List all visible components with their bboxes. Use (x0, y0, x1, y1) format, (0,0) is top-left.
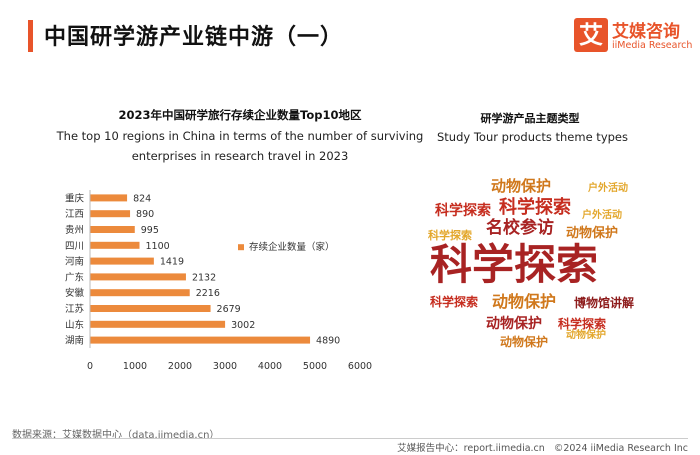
word-cloud-term: 名校参访 (486, 218, 554, 238)
copyright: ©2024 iiMedia Research Inc (553, 443, 688, 454)
logo-name-en: iiMedia Research (612, 40, 693, 51)
category-label: 河南 (65, 256, 84, 268)
footer-divider (12, 438, 688, 439)
category-label: 四川 (65, 241, 84, 252)
word-cloud-term: 科学探索 (558, 317, 607, 331)
x-tick-label: 5000 (303, 361, 327, 370)
x-tick-label: 3000 (213, 361, 237, 370)
bar (90, 336, 311, 344)
word-cloud-term: 动物保护 (566, 226, 619, 241)
chart-title-cn: 2023年中国研学旅行存续企业数量Top10地区 (118, 108, 362, 122)
category-label: 江苏 (65, 303, 85, 315)
bar (90, 273, 186, 281)
word-cloud-term: 科学探索 (435, 203, 491, 219)
report-center-link[interactable]: 艾媒报告中心：report.iimedia.cn (397, 443, 545, 454)
chart-title-en: The top 10 regions in China in terms of … (56, 129, 424, 163)
value-label: 2216 (196, 288, 220, 299)
bar (90, 194, 128, 202)
word-cloud-term: 动物保护 (500, 335, 549, 349)
x-tick-label: 0 (87, 361, 93, 370)
page-title: 中国研学游产业链中游（一） (44, 25, 344, 50)
x-tick-label: 1000 (123, 361, 147, 370)
category-label: 贵州 (65, 224, 84, 236)
value-label: 3002 (231, 320, 255, 331)
value-label: 995 (141, 225, 159, 236)
x-tick-label: 2000 (168, 361, 192, 370)
word-cloud-term: 科学探索 (499, 197, 571, 218)
title-accent-bar (28, 20, 33, 52)
word-cloud-term: 博物馆讲解 (574, 296, 635, 310)
word-cloud-term: 户外活动 (582, 210, 622, 221)
category-label: 重庆 (65, 192, 85, 204)
category-label: 湖南 (65, 335, 84, 347)
bar (90, 210, 131, 218)
x-tick-label: 4000 (258, 361, 282, 370)
value-label: 824 (133, 193, 151, 204)
word-cloud-term: 科学探索 (430, 295, 479, 309)
bar (90, 305, 211, 312)
word-cloud-term: 动物保护 (566, 330, 606, 341)
bar (90, 241, 140, 249)
logo-name-cn: 艾媒咨询 (612, 22, 680, 42)
value-label: 4890 (316, 336, 340, 347)
x-tick-label: 6000 (348, 361, 372, 370)
legend-label: 存续企业数量（家） (249, 241, 335, 253)
bar (90, 289, 190, 297)
word-cloud-title-en: Study Tour products theme types (436, 130, 628, 144)
data-source: 数据来源：艾媒数据中心（data.iimedia.cn） (12, 430, 220, 441)
category-label: 江西 (65, 209, 84, 220)
word-cloud-term: 科学探索 (430, 240, 599, 289)
word-cloud-term: 动物保护 (492, 292, 557, 311)
word-cloud-term: 动物保护 (486, 316, 542, 332)
word-cloud-title-cn: 研学游产品主题类型 (480, 112, 580, 125)
bar (90, 257, 154, 265)
word-cloud-term: 科学探索 (428, 229, 472, 242)
logo-mark: 艾 (574, 18, 608, 52)
legend-swatch (238, 244, 244, 251)
value-label: 890 (136, 209, 154, 220)
word-cloud-term: 动物保护 (491, 177, 552, 195)
value-label: 1419 (160, 257, 184, 268)
footer-info: 艾媒报告中心：report.iimedia.cn ©2024 iiMedia R… (391, 440, 688, 454)
word-cloud-term: 户外活动 (588, 183, 628, 194)
value-label: 2132 (192, 272, 216, 283)
bar-chart: 重庆 824 江西 890 贵州 995 四川 1100 河南 1419 广东 2132 安徽 2216 江… (65, 190, 372, 370)
category-label: 山东 (65, 319, 84, 331)
value-label: 2679 (217, 304, 241, 315)
bar (90, 320, 226, 328)
category-label: 安徽 (65, 287, 85, 299)
value-label: 1100 (146, 241, 170, 252)
category-label: 广东 (65, 271, 84, 283)
brand-logo: 艾 艾媒咨询 iiMedia Research (574, 16, 692, 56)
bar (90, 226, 135, 233)
